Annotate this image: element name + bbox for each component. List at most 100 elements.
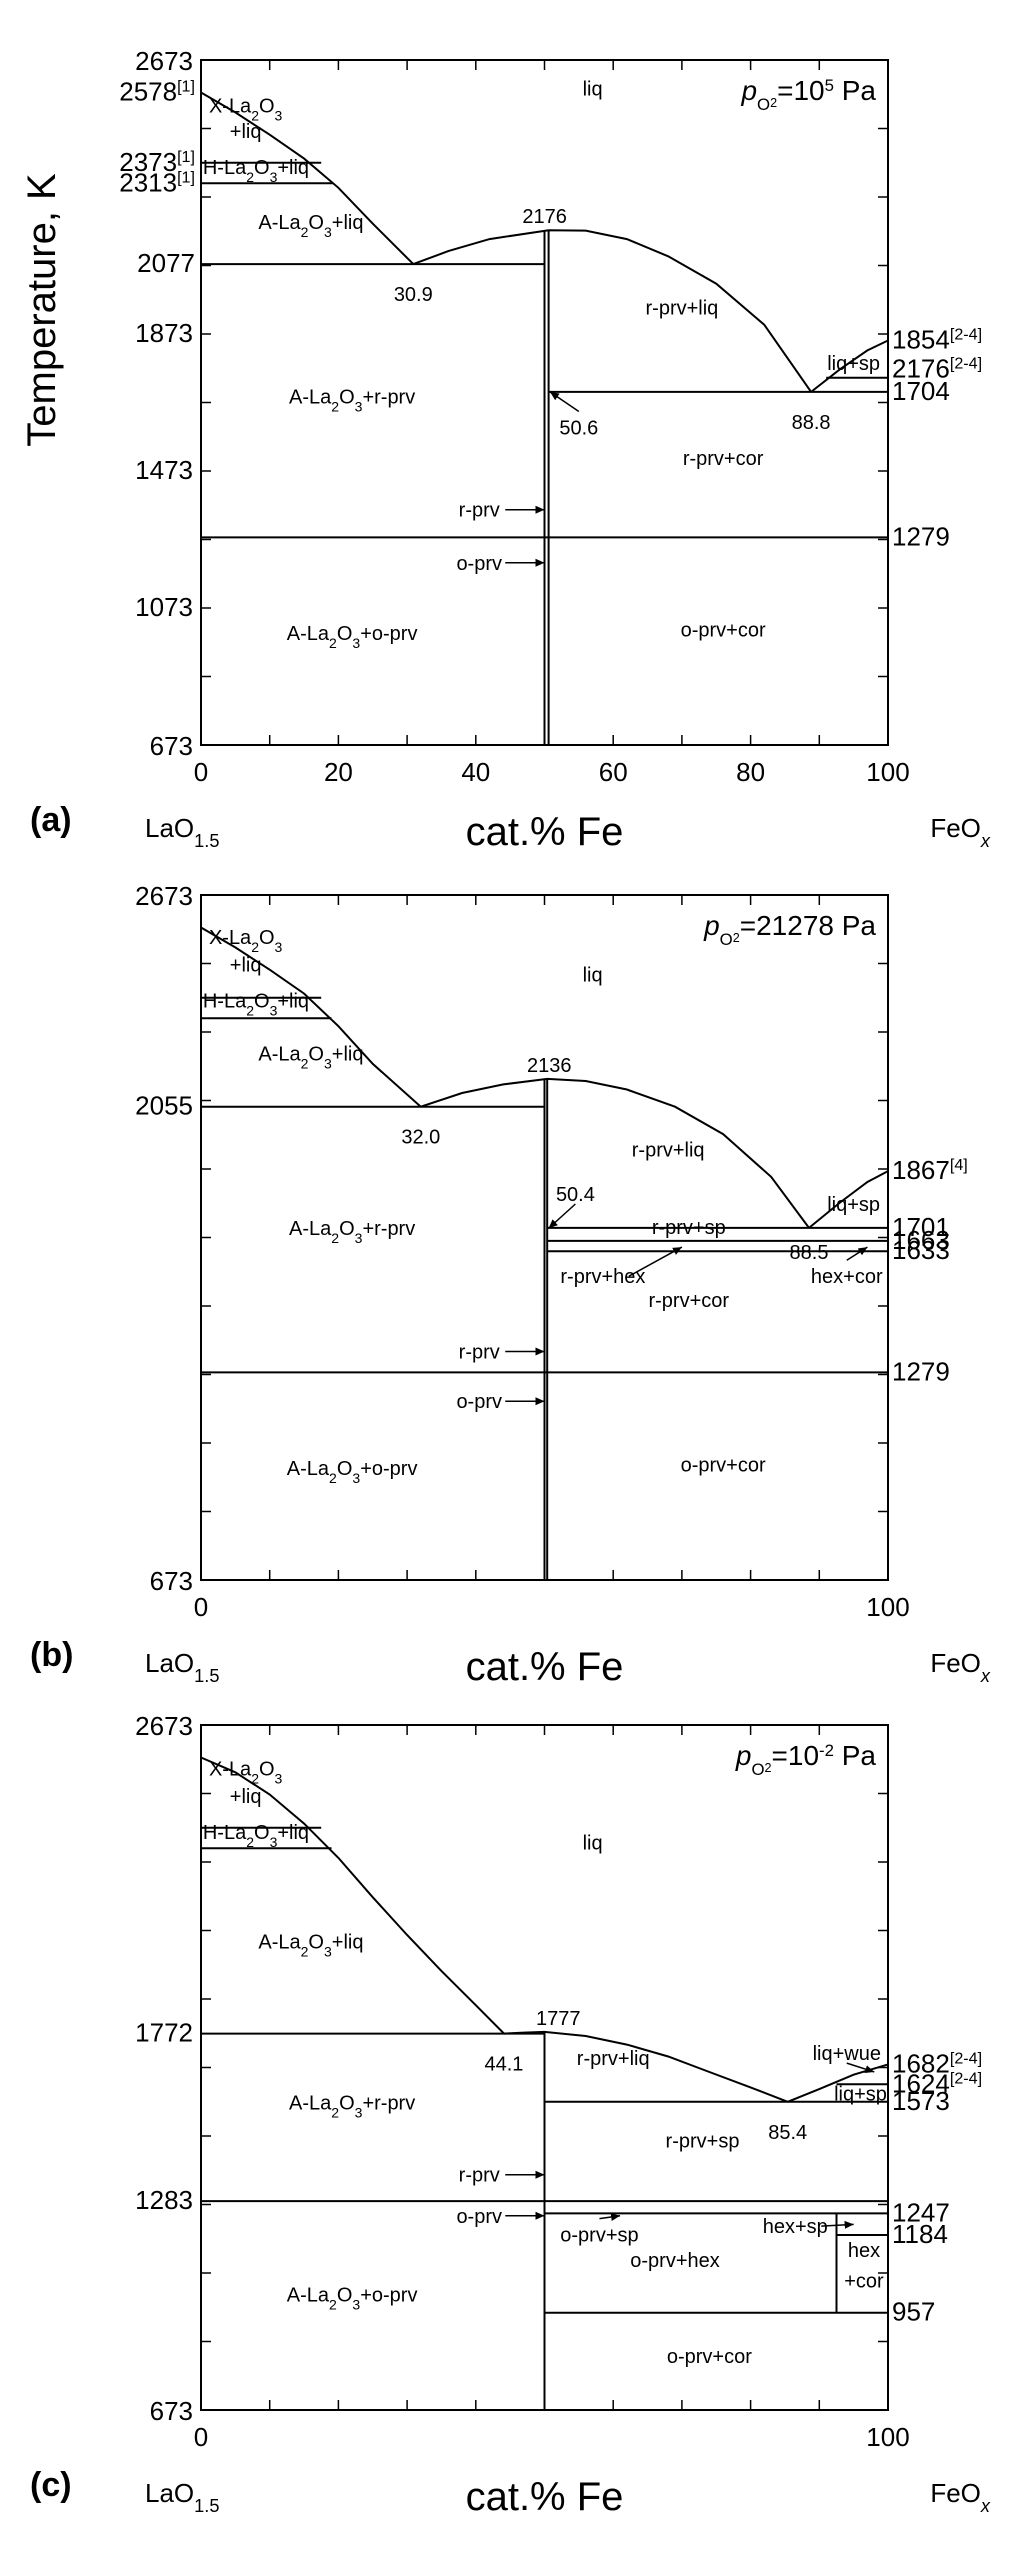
right-temperature-label: 1279: [892, 521, 950, 551]
annotation-arrow: [548, 1203, 576, 1229]
phase-region-label: liq: [583, 965, 603, 987]
phase-region-label: liq: [583, 78, 603, 100]
annotation-label: r-prv: [459, 2165, 500, 2187]
y-tick-label: 1873: [135, 318, 193, 348]
phase-region-label: A-La2O3+r-prv: [289, 2093, 415, 2121]
annotation-label: o-prv: [456, 1391, 502, 1413]
right-temperature-label: 1854[2-4]: [892, 325, 982, 355]
phase-region-label: A-La2O3+o-prv: [287, 2284, 418, 2312]
panel-label: (b): [30, 1636, 73, 1674]
panel-label: (a): [30, 801, 72, 839]
y-tick-label: 1073: [135, 592, 193, 622]
phase-region-label: X-La2O3: [209, 1759, 283, 1787]
phase-region-label: A-La2O3+o-prv: [287, 1458, 418, 1486]
phase-region-label: +liq: [230, 954, 262, 976]
phase-region-label: H-La2O3+liq: [203, 1822, 309, 1850]
phase-region-label: o-prv+cor: [681, 1454, 766, 1476]
x-left-end-member: LaO1.5: [145, 1648, 219, 1686]
panel-label: (c): [30, 2466, 72, 2504]
phase-region-label: A-La2O3+liq: [258, 1043, 363, 1071]
phase-region-label: X-La2O3: [209, 95, 283, 123]
annotation-label: hex+cor: [811, 1266, 883, 1288]
left-temperature-label: 2373[1]: [119, 147, 195, 177]
x-tick-label: 100: [866, 1592, 909, 1622]
annotation-label: o-prv: [456, 553, 502, 575]
annotation-arrow: [599, 2213, 621, 2221]
right-temperature-label: 1633: [892, 1235, 950, 1265]
phase-region-label: H-La2O3+liq: [203, 990, 309, 1018]
phase-region-label: r-prv+cor: [683, 448, 764, 470]
y-tick-label: 1473: [135, 455, 193, 485]
annotation-label: 88.8: [792, 412, 831, 434]
x-tick-label: 0: [194, 757, 208, 787]
phase-region-label: A-La2O3+r-prv: [289, 387, 415, 415]
phase-region-label: r-prv+sp: [652, 1217, 726, 1239]
annotation-label: o-prv+sp: [560, 2225, 638, 2247]
phase-region-label: r-prv+sp: [666, 2130, 740, 2152]
phase-region-label: X-La2O3: [209, 927, 283, 955]
annotation-label: 50.6: [559, 418, 598, 440]
annotation-arrow: [628, 1246, 683, 1277]
phase-region-label: A-La2O3+r-prv: [289, 1218, 415, 1246]
x-tick-label: 0: [194, 2422, 208, 2452]
y-tick-label: 1772: [135, 2018, 193, 2048]
phase-region-label: r-prv+liq: [646, 297, 719, 319]
oxygen-pressure-label: pO2=10-2 Pa: [735, 1740, 877, 1779]
annotation-label: 32.0: [401, 1127, 440, 1149]
phase-line-liquidus-fe: [810, 339, 889, 393]
x-axis-label: cat.% Fe: [466, 810, 624, 854]
left-temperature-label: 2077: [137, 248, 195, 278]
y-tick-label: 2673: [135, 46, 193, 76]
annotation-label: r-prv+hex: [560, 1266, 645, 1288]
annotation-label: liq+wue: [813, 2043, 881, 2065]
annotation-label: 1777: [536, 2008, 581, 2030]
x-tick-label: 60: [599, 757, 628, 787]
right-temperature-label: 1247: [892, 2197, 950, 2227]
phase-region-label: r-prv+liq: [577, 2048, 650, 2070]
right-temperature-label: 1701: [892, 1212, 950, 1242]
right-temperature-label: 957: [892, 2297, 935, 2327]
y-tick-label: 673: [150, 2396, 193, 2426]
annotation-arrow: [821, 2220, 854, 2229]
phase-region-label: H-La2O3+liq: [203, 157, 309, 185]
x-tick-label: 100: [866, 2422, 909, 2452]
x-tick-label: 100: [866, 757, 909, 787]
phase-line-liquidus-la: [200, 91, 415, 265]
right-temperature-label: 1682[2-4]: [892, 2048, 982, 2078]
right-temperature-label: 1624[2-4]: [892, 2068, 982, 2098]
phase-line-liquidus-fe: [808, 1170, 889, 1229]
phase-region-label: A-La2O3+liq: [258, 1932, 363, 1960]
annotation-label: 30.9: [394, 284, 433, 306]
phase-region-label: +liq: [230, 121, 262, 143]
x-tick-label: 0: [194, 1592, 208, 1622]
phase-region-label: r-prv+liq: [632, 1139, 705, 1161]
phase-region-label: liq+sp: [827, 353, 880, 375]
phase-region-label: o-prv+cor: [681, 619, 766, 641]
panel-a: 673 1073 1473 1873 2673 0 20 40 60 80 100 liq X-La2O…: [30, 46, 991, 854]
annotation-label: 2176: [522, 206, 567, 228]
phase-line-liquidus-prv: [412, 229, 812, 393]
oxygen-pressure-label: pO2=105 Pa: [740, 75, 876, 114]
x-tick-label: 80: [736, 757, 765, 787]
oxygen-pressure-label: pO2=21278 Pa: [703, 910, 876, 949]
right-temperature-label: 1663: [892, 1225, 950, 1255]
x-tick-label: 40: [461, 757, 490, 787]
right-temperature-label: 1867[4]: [892, 1155, 968, 1185]
phase-line-liquidus-la: [200, 926, 422, 1108]
annotation-label: 50.4: [556, 1184, 595, 1206]
annotation-label: liq+sp: [834, 2084, 887, 2106]
right-temperature-label: 1184: [892, 2219, 948, 2249]
phase-region-label: o-prv+cor: [667, 2346, 752, 2368]
annotation-arrow: [846, 2062, 875, 2074]
y-axis-label: Temperature, K: [20, 173, 64, 447]
phase-region-label: A-La2O3+o-prv: [287, 623, 418, 651]
panel-c: 673 1283 1772 2673 0 100 liq X-La2O3+liq H-La2O3…: [30, 1711, 991, 2519]
x-left-end-member: LaO1.5: [145, 2478, 219, 2516]
y-tick-label: 673: [150, 731, 193, 761]
x-right-end-member: FeOx: [930, 2478, 991, 2516]
annotation-label: 2136: [527, 1055, 572, 1077]
phase-region-label: A-La2O3+liq: [258, 212, 363, 240]
right-temperature-label: 1704: [892, 376, 950, 406]
right-temperature-label: 1279: [892, 1356, 950, 1386]
